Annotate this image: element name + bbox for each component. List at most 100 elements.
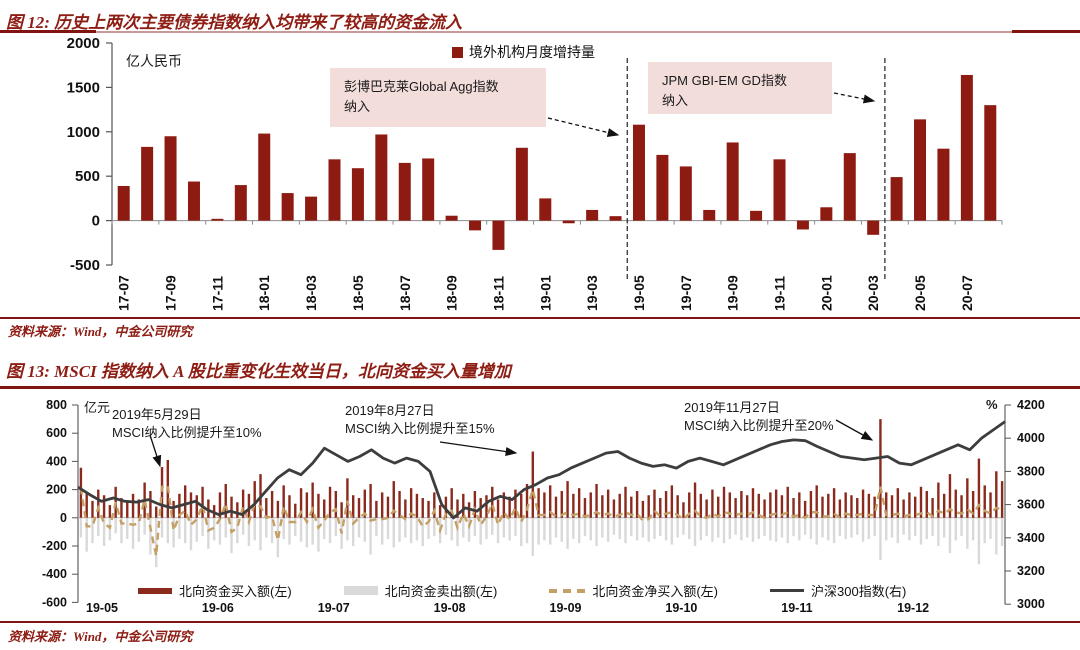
chart2-net-line bbox=[79, 483, 1003, 557]
figure12-title: 图 12: 历史上两次主要债券指数纳入均带来了较高的资金流入 bbox=[6, 13, 463, 32]
svg-text:18-11: 18-11 bbox=[490, 276, 506, 311]
annotation-msci-10pct-date: 2019年5月29日 bbox=[112, 407, 202, 422]
chart2-buy-bars bbox=[79, 419, 1004, 518]
chart2-csi300-line bbox=[77, 420, 1006, 520]
figure12-chart: 2000 1500 1000 500 0 -500 17-07 17-09 17-11 18-01… bbox=[0, 36, 1080, 316]
chart2-annotation-arrows bbox=[149, 419, 874, 468]
svg-text:-400: -400 bbox=[42, 567, 67, 581]
figure13-title: 图 13: MSCI 指数纳入 A 股比重变化生效当日，北向资金买入量增加 bbox=[6, 362, 511, 381]
annotation-msci-15pct-text: MSCI纳入比例提升至15% bbox=[345, 420, 495, 436]
svg-text:19-07: 19-07 bbox=[678, 275, 694, 311]
legend-item-buy: 北向资金买入额(左) bbox=[138, 581, 292, 600]
annotation-global-agg: 彭博巴克莱Global Agg指数 纳入 bbox=[330, 68, 546, 127]
svg-text:19-11: 19-11 bbox=[781, 601, 812, 615]
svg-text:3400: 3400 bbox=[1017, 531, 1045, 545]
figure13-title-rule bbox=[0, 386, 1080, 389]
svg-text:4000: 4000 bbox=[1017, 431, 1045, 445]
legend-label-buy: 北向资金买入额(左) bbox=[179, 584, 292, 599]
legend-swatch-buy bbox=[138, 587, 172, 594]
figure12-chart-canvas: 2000 1500 1000 500 0 -500 17-07 17-09 17-11 18-01… bbox=[67, 36, 1003, 311]
svg-text:3600: 3600 bbox=[1017, 498, 1045, 512]
svg-text:19-09: 19-09 bbox=[550, 601, 582, 615]
svg-text:18-03: 18-03 bbox=[303, 275, 319, 311]
svg-text:19-11: 19-11 bbox=[772, 276, 788, 311]
svg-text:4200: 4200 bbox=[1017, 398, 1045, 412]
svg-text:17-07: 17-07 bbox=[116, 275, 132, 311]
legend-swatch-net bbox=[549, 588, 586, 593]
figure12-title-rule bbox=[0, 30, 1080, 33]
svg-text:19-07: 19-07 bbox=[318, 601, 350, 615]
chart1-x-labels: 17-07 17-09 17-11 18-01 18-03 18-05 18-07 18-09… bbox=[116, 275, 975, 311]
chart2-sell-bars bbox=[79, 517, 1004, 568]
svg-text:0: 0 bbox=[92, 213, 100, 230]
annotation-msci-10pct-text: MSCI纳入比例提升至10% bbox=[112, 424, 262, 440]
svg-text:19-10: 19-10 bbox=[665, 601, 697, 615]
svg-text:3800: 3800 bbox=[1017, 464, 1045, 478]
left-axis-unit-label: 亿元 bbox=[84, 400, 111, 415]
annotation-msci-15pct: 2019年8月27日 MSCI纳入比例提升至15% bbox=[345, 403, 495, 438]
svg-text:19-05: 19-05 bbox=[631, 275, 647, 311]
legend-label-sell: 北向资金卖出额(左) bbox=[384, 584, 498, 599]
svg-text:19-09: 19-09 bbox=[725, 275, 741, 311]
svg-text:19-08: 19-08 bbox=[434, 601, 466, 615]
svg-text:3200: 3200 bbox=[1017, 564, 1045, 578]
annotation-jpm-gbi: JPM GBI-EM GD指数 纳入 bbox=[648, 62, 832, 114]
legend-label-foreign-holdings: 境外机构月度增持量 bbox=[469, 44, 595, 60]
chart1-event-lines bbox=[547, 58, 886, 282]
annotation-msci-20pct: 2019年11月27日 MSCI纳入比例提升至20% bbox=[684, 400, 834, 435]
svg-text:18-07: 18-07 bbox=[397, 275, 413, 311]
svg-text:500: 500 bbox=[75, 168, 100, 185]
legend-swatch-sell bbox=[343, 586, 378, 595]
svg-text:3000: 3000 bbox=[1017, 597, 1045, 611]
legend-swatch-csi300 bbox=[770, 589, 805, 592]
svg-text:-600: -600 bbox=[42, 595, 67, 609]
svg-text:17-09: 17-09 bbox=[163, 275, 179, 311]
svg-text:800: 800 bbox=[46, 398, 67, 412]
figure12-source: 资料来源：Wind，中金公司研究 bbox=[8, 324, 193, 339]
right-axis-unit-label: % bbox=[986, 397, 998, 412]
svg-text:19-05: 19-05 bbox=[86, 601, 118, 615]
annotation-msci-15pct-date: 2019年8月27日 bbox=[345, 403, 435, 418]
legend-swatch-foreign-holdings bbox=[452, 46, 463, 58]
svg-text:18-05: 18-05 bbox=[350, 275, 366, 311]
svg-text:-500: -500 bbox=[70, 257, 100, 274]
svg-text:18-01: 18-01 bbox=[256, 275, 272, 311]
annotation-msci-20pct-date: 2019年11月27日 bbox=[684, 400, 780, 415]
svg-text:0: 0 bbox=[60, 511, 67, 525]
svg-text:600: 600 bbox=[46, 426, 67, 440]
legend-item-net: 北向资金净买入额(左) bbox=[549, 581, 718, 600]
rule-dark-left bbox=[0, 30, 96, 33]
svg-text:1000: 1000 bbox=[67, 124, 100, 141]
figure13-chart-canvas: 800 600 400 200 0 -200 -400 -600 4200 4000 3800 360… bbox=[42, 398, 1045, 615]
legend-item-sell: 北向资金卖出额(左) bbox=[343, 581, 498, 600]
svg-text:1500: 1500 bbox=[67, 79, 100, 96]
svg-text:20-01: 20-01 bbox=[818, 275, 834, 311]
legend-label-net: 北向资金净买入额(左) bbox=[592, 584, 719, 599]
svg-text:19-06: 19-06 bbox=[202, 601, 234, 615]
figure12-legend: 境外机构月度增持量 bbox=[452, 42, 595, 62]
figure13-bottom-rule bbox=[0, 621, 1080, 623]
annotation-global-agg-line1: 彭博巴克莱Global Agg指数 bbox=[344, 79, 499, 94]
svg-text:-200: -200 bbox=[42, 539, 67, 553]
svg-text:200: 200 bbox=[46, 483, 67, 497]
annotation-msci-20pct-text: MSCI纳入比例提升至20% bbox=[684, 417, 834, 433]
annotation-global-agg-line2: 纳入 bbox=[344, 99, 371, 115]
legend-item-csi300: 沪深300指数(右) bbox=[770, 581, 906, 600]
svg-text:400: 400 bbox=[46, 454, 67, 468]
svg-text:2000: 2000 bbox=[67, 36, 100, 52]
svg-text:19-01: 19-01 bbox=[537, 275, 553, 311]
chart1-bars bbox=[117, 74, 997, 250]
annotation-jpm-gbi-line2: 纳入 bbox=[662, 93, 689, 109]
legend-label-csi300: 沪深300指数(右) bbox=[811, 584, 907, 599]
svg-text:19-12: 19-12 bbox=[897, 601, 929, 615]
y-axis-unit-label: 亿人民币 bbox=[126, 53, 182, 69]
svg-text:20-07: 20-07 bbox=[959, 275, 975, 311]
figure13-source: 资料来源：Wind，中金公司研究 bbox=[8, 629, 193, 644]
figure13-chart: 800 600 400 200 0 -200 -400 -600 4200 4000 3800 360… bbox=[0, 395, 1080, 620]
svg-text:20-03: 20-03 bbox=[865, 275, 881, 311]
svg-text:18-09: 18-09 bbox=[444, 275, 460, 311]
rule-dark-right bbox=[1012, 30, 1080, 33]
annotation-msci-10pct: 2019年5月29日 MSCI纳入比例提升至10% bbox=[112, 407, 262, 442]
chart2-axes: 800 600 400 200 0 -200 -400 -600 4200 4000 3800 360… bbox=[42, 398, 1045, 611]
